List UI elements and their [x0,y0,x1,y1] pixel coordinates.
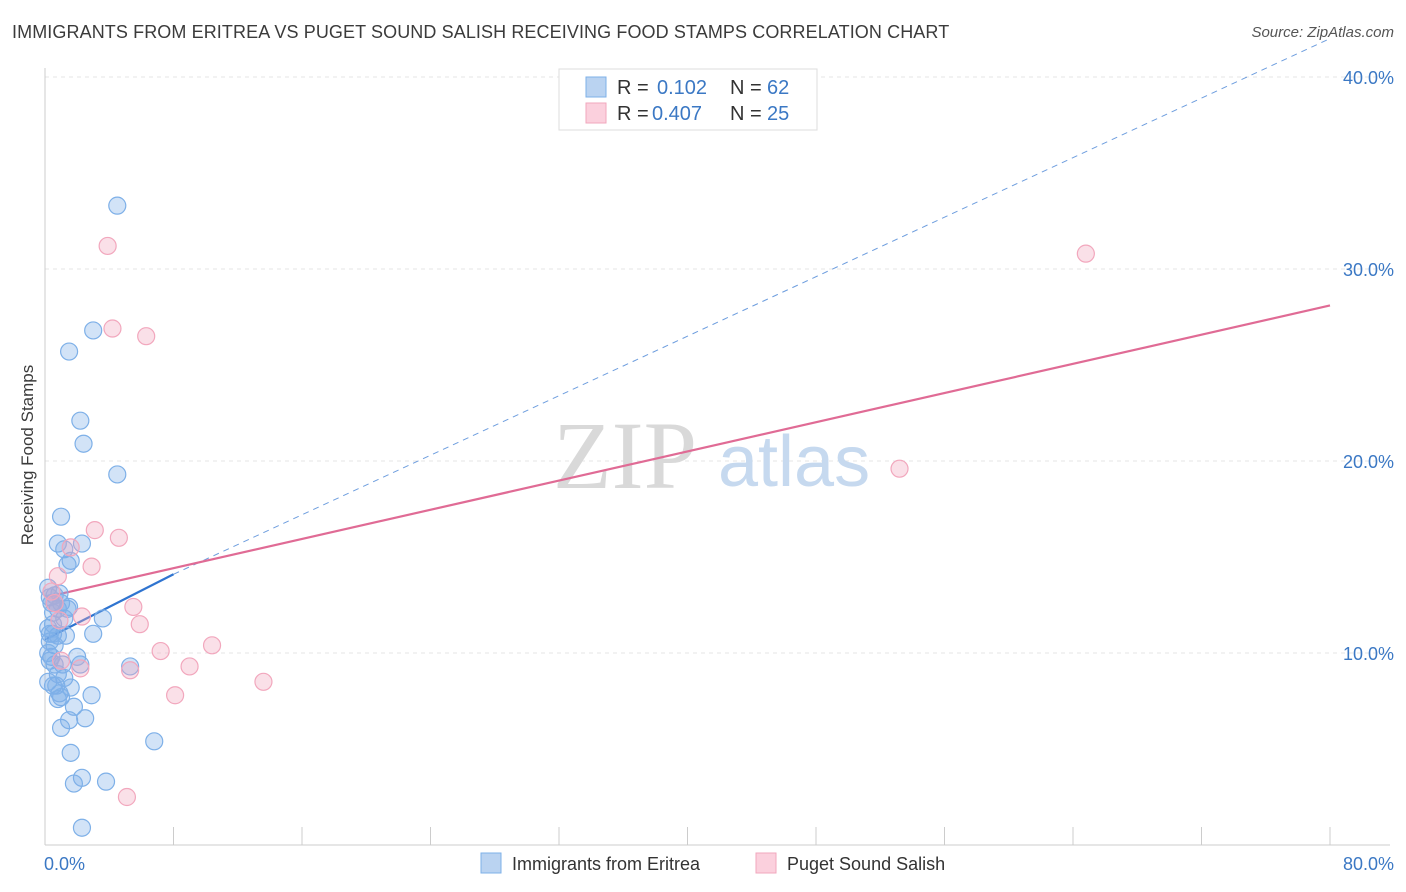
point-eritrea-6 [51,507,71,526]
legend-bottom-swatch-salish [755,852,777,874]
point-salish-6 [109,528,128,547]
point-eritrea-52 [61,743,80,762]
trend-line-1 [173,38,1331,575]
source-label: Source: ZipAtlas.com [1251,24,1394,41]
point-salish-7 [61,538,80,557]
trend-line-0 [44,573,174,641]
point-salish-2 [137,327,156,346]
y-tick-labels: 10.0% 20.0% 30.0% 40.0% [1343,68,1394,664]
legend-n-value-0: 62 [767,77,789,99]
point-salish-5 [85,521,104,540]
point-salish-19 [180,657,199,676]
point-salish-1 [103,319,122,338]
legend-n-value-1: 25 [767,103,789,125]
legend-r-label-0: R = [617,77,649,99]
watermark: ZIP atlas [553,402,870,509]
point-eritrea-0 [108,196,127,215]
point-salish-8 [48,567,67,586]
legend-swatch-eritrea [585,76,607,98]
point-salish-22 [166,686,185,705]
point-salish-21 [254,672,273,691]
x-tick-label-1: 80.0% [1343,854,1394,874]
data-points [39,196,1095,837]
watermark-zip: ZIP [553,402,697,509]
legend-n-label-0: N = [730,77,762,99]
point-eritrea-5 [108,465,127,484]
point-salish-10 [42,582,61,601]
point-salish-14 [50,611,69,630]
point-eritrea-1 [84,321,103,340]
point-eritrea-47 [64,697,84,716]
point-eritrea-9 [55,540,74,559]
point-eritrea-45 [82,686,101,705]
legend-bottom: Immigrants from Eritrea Puget Sound Sali… [480,852,945,874]
point-eritrea-44 [51,688,71,707]
point-eritrea-36 [121,657,140,676]
point-salish-20 [121,661,140,680]
y-tick-label-0: 10.0% [1343,644,1394,664]
point-eritrea-2 [59,342,79,361]
legend-bottom-label-eritrea: Immigrants from Eritrea [512,854,701,874]
point-eritrea-3 [71,411,90,430]
legend-r-value-1: 0.407 [652,103,702,125]
point-salish-13 [130,615,149,634]
point-salish-24 [45,593,64,613]
point-eritrea-48 [76,709,95,728]
point-eritrea-27 [84,624,103,643]
point-eritrea-35 [71,655,90,674]
legend-r-label-1: R = [617,103,649,125]
point-eritrea-50 [51,718,71,737]
gridlines [45,76,1390,654]
point-eritrea-54 [64,774,84,793]
point-salish-12 [72,607,92,626]
watermark-atlas: atlas [718,422,870,502]
point-eritrea-8 [72,534,92,553]
point-eritrea-55 [96,772,116,791]
point-salish-3 [1076,244,1095,263]
y-tick-label-1: 20.0% [1343,452,1394,472]
legend-top: R = 0.102 N = 62 R = 0.407 N = 25 [558,68,818,131]
legend-n-label-1: N = [730,103,762,125]
point-salish-16 [151,641,170,661]
chart-title: IMMIGRANTS FROM ERITREA VS PUGET SOUND S… [12,22,950,42]
point-salish-11 [124,597,143,617]
point-eritrea-21 [93,609,112,628]
legend-bottom-swatch-eritrea [480,852,502,874]
legend-bottom-label-salish: Puget Sound Salish [787,854,945,874]
point-salish-17 [51,651,71,670]
point-eritrea-56 [72,818,92,837]
point-salish-18 [71,659,90,678]
point-salish-0 [98,236,117,256]
axes [44,68,1390,846]
trend-lines [44,38,1331,641]
x-tick-labels: 0.0% 80.0% [44,854,1394,874]
point-eritrea-46 [48,689,67,709]
y-tick-label-2: 30.0% [1343,260,1394,280]
legend-swatch-salish [585,102,607,124]
point-salish-23 [117,787,137,807]
x-tick-label-0: 0.0% [44,854,85,874]
point-eritrea-42 [61,678,80,697]
legend-r-value-0: 0.102 [657,77,707,99]
point-eritrea-59 [59,597,79,617]
point-eritrea-4 [74,434,93,453]
y-axis-label: Receiving Food Stamps [18,365,37,545]
trend-line-2 [44,304,1331,599]
point-eritrea-51 [145,732,164,751]
point-salish-15 [202,636,222,655]
point-salish-4 [890,459,909,478]
point-salish-9 [82,557,101,576]
y-tick-label-3: 40.0% [1343,68,1394,88]
